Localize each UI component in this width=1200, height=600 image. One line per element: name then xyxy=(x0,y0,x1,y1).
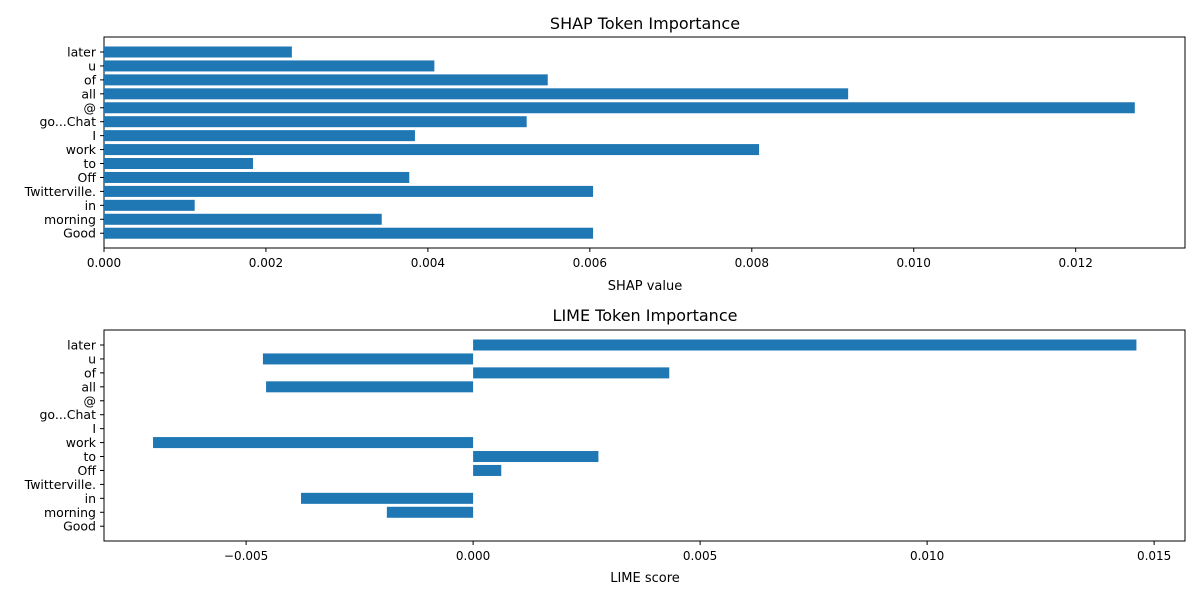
lime-category-label: @ xyxy=(84,393,97,408)
shap-category-label: later xyxy=(67,45,97,60)
shap-category-label: all xyxy=(81,86,96,101)
lime-x-axis-label: LIME score xyxy=(610,571,680,586)
shap-category-label: Twitterville. xyxy=(24,184,96,199)
shap-bar-later xyxy=(104,46,292,58)
lime-category-label: all xyxy=(81,379,96,394)
lime-category-label: Good xyxy=(63,519,96,534)
lime-category-label: Twitterville. xyxy=(24,477,96,492)
lime-x-tick-label: 0.015 xyxy=(1137,549,1171,563)
lime-bar-later xyxy=(473,339,1137,351)
shap-bar-all xyxy=(104,88,849,100)
shap-bar-work xyxy=(104,144,760,156)
shap-bar-off xyxy=(104,171,410,183)
lime-category-label: morning xyxy=(44,505,96,520)
shap-plot-frame xyxy=(103,36,1186,249)
shap-bar-good xyxy=(104,227,594,239)
shap-category-label: of xyxy=(84,72,97,87)
lime-category-label: work xyxy=(66,435,97,450)
shap-category-label: I xyxy=(92,128,96,143)
shap-x-tick-label: 0.008 xyxy=(735,256,769,270)
shap-bar-of xyxy=(104,74,548,86)
shap-category-label: u xyxy=(88,58,96,73)
lime-bar-in xyxy=(301,492,474,504)
shap-x-tick-label: 0.010 xyxy=(897,256,931,270)
shap-category-label: in xyxy=(85,198,96,213)
shap-bar-twitterville xyxy=(104,185,594,197)
lime-bar-work xyxy=(153,437,474,449)
shap-category-label: morning xyxy=(44,212,96,227)
lime-chart-title: LIME Token Importance xyxy=(553,306,738,325)
lime-bar-u xyxy=(262,353,474,365)
lime-category-label: later xyxy=(67,338,97,353)
shap-bar-go-chat xyxy=(104,116,527,128)
shap-category-label: Off xyxy=(78,170,97,185)
shap-category-label: go...Chat xyxy=(40,114,97,129)
shap-x-tick-label: 0.006 xyxy=(573,256,607,270)
lime-x-tick-label: 0.010 xyxy=(910,549,944,563)
lime-category-label: Off xyxy=(78,463,97,478)
lime-category-label: go...Chat xyxy=(40,407,97,422)
shap-chart-title: SHAP Token Importance xyxy=(550,14,740,33)
lime-x-tick-label: 0.000 xyxy=(456,549,490,563)
shap-category-label: @ xyxy=(84,100,97,115)
shap-x-tick-label: 0.000 xyxy=(87,256,121,270)
lime-x-tick-label: −0.005 xyxy=(224,549,268,563)
shap-category-labels: lateruofall@go...ChatIworktoOffTwittervi… xyxy=(24,45,104,241)
shap-chart: SHAP Token Importance lateruofall@go...C… xyxy=(24,14,1186,294)
shap-bars xyxy=(104,46,1135,239)
lime-bar-morning xyxy=(386,506,474,518)
shap-bar-in xyxy=(104,199,195,211)
lime-bars xyxy=(153,339,1137,518)
shap-bar-i xyxy=(104,130,415,142)
lime-category-label: of xyxy=(84,365,97,380)
shap-x-ticks: 0.000 0.002 0.004 0.006 0.008 0.010 0.012 xyxy=(87,248,1093,270)
lime-plot-frame xyxy=(103,329,1186,542)
lime-x-ticks: −0.005 0.000 0.005 0.010 0.015 xyxy=(224,541,1171,563)
shap-x-tick-label: 0.002 xyxy=(249,256,283,270)
lime-bar-off xyxy=(473,464,502,476)
lime-bar-to xyxy=(473,451,599,463)
shap-bar-morning xyxy=(104,213,382,225)
shap-bar-u xyxy=(104,60,435,72)
lime-category-label: u xyxy=(88,351,96,366)
shap-x-axis-label: SHAP value xyxy=(608,279,682,294)
shap-bar-sym xyxy=(104,102,1135,114)
lime-category-labels: lateruofall@go...ChatIworktoOffTwittervi… xyxy=(24,338,104,534)
lime-category-label: I xyxy=(92,421,96,436)
shap-x-tick-label: 0.004 xyxy=(411,256,445,270)
lime-category-label: to xyxy=(83,449,96,464)
lime-bar-of xyxy=(473,367,670,379)
shap-category-label: to xyxy=(83,156,96,171)
lime-chart: LIME Token Importance lateruofall@go...C… xyxy=(24,306,1186,586)
lime-category-label: in xyxy=(85,491,96,506)
lime-bar-all xyxy=(266,381,474,393)
lime-x-tick-label: 0.005 xyxy=(683,549,717,563)
shap-category-label: Good xyxy=(63,226,96,241)
shap-x-tick-label: 0.012 xyxy=(1059,256,1093,270)
shap-bar-to xyxy=(104,158,253,170)
shap-category-label: work xyxy=(66,142,97,157)
